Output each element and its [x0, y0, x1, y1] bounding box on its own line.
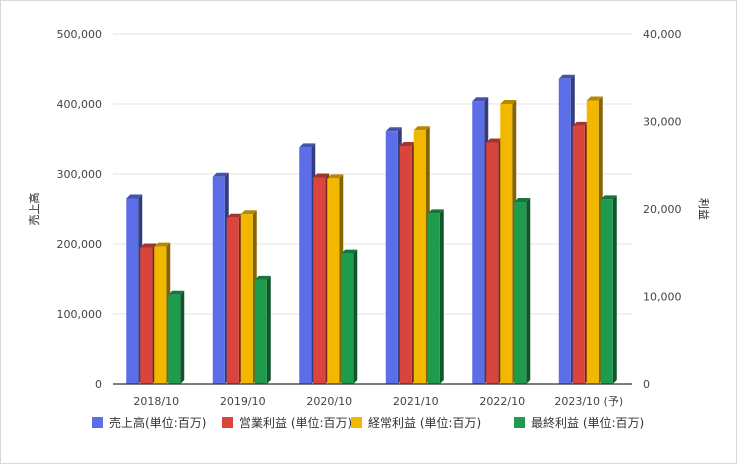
bar-top [486, 138, 503, 143]
bar [514, 202, 527, 384]
bar [500, 104, 513, 384]
right-tick-label: 0 [643, 378, 650, 391]
bar [313, 177, 326, 384]
bar-top [240, 210, 257, 215]
bar-top [254, 275, 271, 280]
left-axis-title: 売上高 [27, 193, 41, 226]
legend-label: 営業利益 (単位:百万) [239, 415, 352, 430]
bar-top [299, 143, 316, 148]
legend-swatch [222, 417, 233, 428]
bar [126, 198, 139, 384]
right-tick-label: 30,000 [643, 116, 682, 129]
right-tick-label: 10,000 [643, 291, 682, 304]
left-tick-label: 400,000 [57, 98, 103, 111]
bar-top [341, 249, 358, 254]
bar-top [500, 100, 517, 104]
left-tick-label: 300,000 [57, 168, 103, 181]
bar-top [399, 142, 416, 146]
right-tick-label: 40,000 [643, 28, 682, 41]
bar [600, 199, 613, 384]
bar [327, 178, 340, 384]
legend-swatch [514, 417, 525, 428]
bar-side [439, 209, 444, 384]
legend-label: 売上高(単位:百万) [109, 415, 206, 430]
right-axis-title: 利益 [697, 198, 711, 220]
bar-top [572, 121, 589, 126]
bar [399, 146, 412, 384]
bar-top [313, 173, 330, 178]
bar [240, 214, 253, 384]
bar-top [226, 213, 243, 218]
bar [572, 125, 585, 384]
bar-top [413, 126, 430, 131]
x-tick-label: 2019/10 [220, 395, 266, 408]
bar-top [472, 97, 489, 102]
bar [226, 217, 239, 384]
bar-top [586, 96, 603, 101]
bar-top [327, 174, 344, 179]
bar-side [266, 275, 271, 384]
legend-swatch [92, 417, 103, 428]
bar [486, 142, 499, 384]
bar-top [168, 290, 185, 295]
left-tick-label: 100,000 [57, 308, 103, 321]
bar [558, 78, 571, 385]
bar [341, 253, 354, 384]
bar [586, 100, 599, 384]
bar [212, 176, 225, 384]
bar [385, 131, 398, 384]
x-tick-label: 2021/10 [393, 395, 439, 408]
right-tick-label: 20,000 [643, 203, 682, 216]
x-tick-label: 2023/10 (予) [554, 395, 623, 408]
left-tick-label: 500,000 [57, 28, 103, 41]
bar-side [526, 198, 531, 384]
bar-top [154, 242, 171, 247]
x-tick-label: 2022/10 [479, 395, 525, 408]
legend-swatch [351, 417, 362, 428]
bar-side [612, 195, 617, 384]
x-tick-label: 2020/10 [306, 395, 352, 408]
bar [254, 279, 267, 384]
bar-top [427, 209, 444, 214]
bar-side [353, 249, 358, 384]
left-tick-label: 0 [95, 378, 102, 391]
bar [140, 247, 153, 384]
bar-top [514, 198, 531, 202]
bar-top [212, 172, 229, 177]
bar [427, 213, 440, 384]
bar-top [385, 127, 402, 132]
bar [299, 147, 312, 384]
legend-label: 最終利益 (単位:百万) [531, 415, 644, 430]
bar-top [600, 195, 617, 200]
bar [168, 294, 181, 384]
bar [154, 246, 167, 384]
left-tick-label: 200,000 [57, 238, 103, 251]
bar-top [126, 194, 143, 199]
bar-top [558, 74, 575, 79]
bar [413, 130, 426, 384]
bar [472, 101, 485, 384]
bar-top [140, 243, 157, 248]
bar-side [180, 290, 185, 384]
legend-label: 経常利益 (単位:百万) [368, 415, 481, 430]
x-tick-label: 2018/10 [133, 395, 179, 408]
